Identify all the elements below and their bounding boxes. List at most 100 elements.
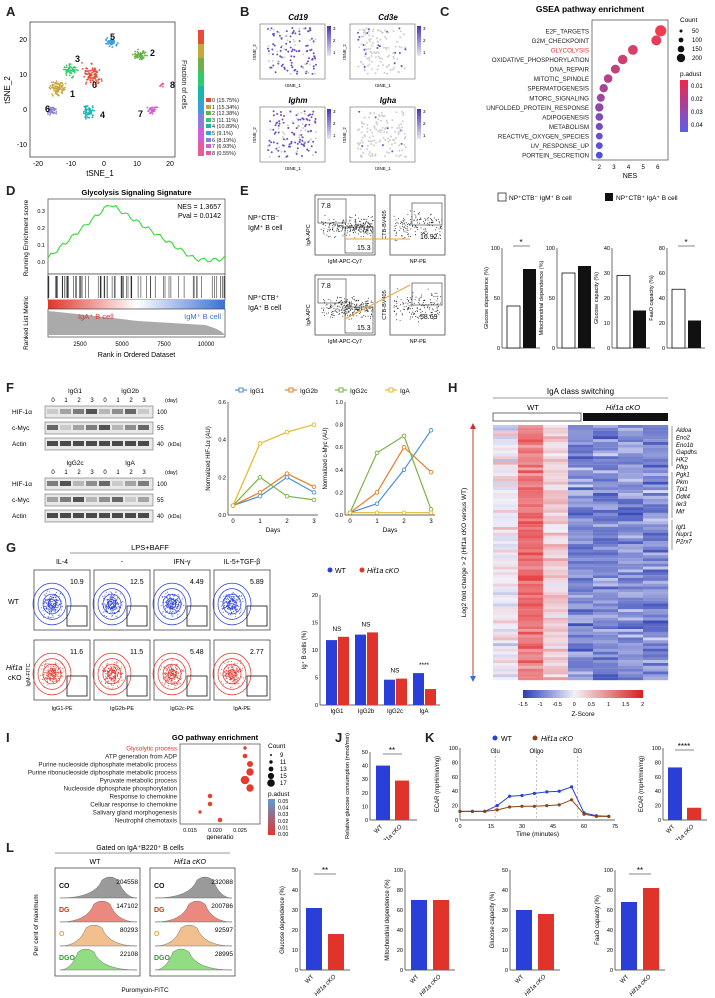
scale-mid: 2 <box>423 121 426 126</box>
heatmap-cell <box>543 561 568 564</box>
flow-event <box>230 604 231 605</box>
flow-event <box>48 669 49 670</box>
flow-event <box>226 599 227 600</box>
flow-event <box>396 232 397 233</box>
ecar-point <box>508 795 511 798</box>
flow-event <box>352 225 353 226</box>
heatmap-cell <box>643 465 668 468</box>
flow-event <box>370 308 371 309</box>
flow-event <box>367 232 368 233</box>
flow-event <box>162 682 163 683</box>
heatmap-cell <box>618 572 643 575</box>
heatmap-cell <box>518 609 543 612</box>
flow-event <box>171 682 172 683</box>
heatmap-cell <box>518 638 543 641</box>
heatmap-cell <box>643 459 668 462</box>
expression-point <box>299 40 301 42</box>
fraction-swatch <box>198 114 204 128</box>
legend-swatch <box>206 98 211 102</box>
flow-event <box>173 609 174 610</box>
heatmap-cell <box>493 431 518 434</box>
flow-event <box>182 599 183 600</box>
heatmap-cell <box>593 553 618 556</box>
blot-band <box>112 497 123 502</box>
flow-event <box>354 311 355 312</box>
blot-band <box>86 497 97 502</box>
flow-event <box>430 299 431 300</box>
flow-event <box>350 309 351 310</box>
expression-point <box>375 129 377 131</box>
heatmap-cell <box>518 581 543 584</box>
expression-point <box>366 32 368 34</box>
legend-marker <box>360 568 365 573</box>
flow-event <box>55 609 56 610</box>
heatmap-cell <box>518 643 543 646</box>
flow-event <box>169 668 170 669</box>
zscore-tick: -1 <box>538 702 543 708</box>
ecar-point <box>607 815 610 818</box>
heatmap-cell <box>568 640 593 643</box>
flow-event <box>169 605 170 606</box>
flow-event <box>105 611 106 612</box>
flow-event <box>51 601 52 602</box>
heatmap-cell <box>543 555 568 558</box>
expression-point <box>289 143 291 145</box>
heatmap-cell <box>643 482 668 485</box>
heatmap-cell <box>643 604 668 607</box>
heatmap-cell <box>543 521 568 524</box>
day-label: 3 <box>90 398 94 404</box>
expression-point <box>311 38 313 40</box>
heatmap-cell <box>518 439 543 442</box>
flow-event <box>424 305 425 306</box>
expression-point <box>373 144 375 146</box>
expression-point <box>278 156 280 158</box>
flow-event <box>171 600 172 601</box>
flow-event <box>365 311 366 312</box>
heatmap-cell <box>518 434 543 437</box>
flow-event <box>432 308 433 309</box>
heatmap-cell <box>493 485 518 488</box>
flow-event <box>331 307 332 308</box>
expression-point <box>367 145 369 147</box>
heatmap-cell <box>643 439 668 442</box>
heatmap-cell <box>618 502 643 505</box>
y-tick: 20 <box>607 948 613 954</box>
heatmap-cell <box>593 555 618 558</box>
expression-point <box>312 154 314 156</box>
flow-event <box>415 231 416 232</box>
flow-event <box>408 233 409 234</box>
y-axis-label: Glucose capacity (%) <box>490 892 496 949</box>
ecar-point <box>582 813 585 816</box>
day-label: 0 <box>51 398 55 404</box>
tsne-point <box>51 110 53 112</box>
expression-point <box>277 150 279 152</box>
expression-point <box>397 58 399 60</box>
tsne-point <box>74 66 76 68</box>
flow-event <box>342 229 343 230</box>
expression-point <box>293 134 295 136</box>
flow-event <box>440 303 441 304</box>
y-tick: 20 <box>397 948 403 954</box>
x-axis-label: tSNE_1 <box>375 83 391 88</box>
flow-event <box>365 303 366 304</box>
heatmap-cell <box>493 640 518 643</box>
expression-point <box>401 127 403 129</box>
tsne-point <box>140 54 142 56</box>
flow-event <box>107 671 108 672</box>
heatmap-cell <box>593 524 618 527</box>
flow-event <box>47 600 48 601</box>
expression-point <box>362 29 364 31</box>
flow-event <box>46 673 47 674</box>
flow-event <box>436 293 437 294</box>
heatmap-cell <box>618 485 643 488</box>
expression-point <box>374 127 376 129</box>
pathway-term: ADIPOGENESIS <box>542 114 589 121</box>
flow-event <box>433 302 434 303</box>
flow-event <box>415 316 416 317</box>
pathway-dot <box>611 65 620 74</box>
heatmap-cell <box>618 615 643 618</box>
expression-point <box>384 115 386 117</box>
blot-band <box>99 481 110 486</box>
y-tick: 80 <box>452 760 458 766</box>
flow-event <box>56 667 57 668</box>
